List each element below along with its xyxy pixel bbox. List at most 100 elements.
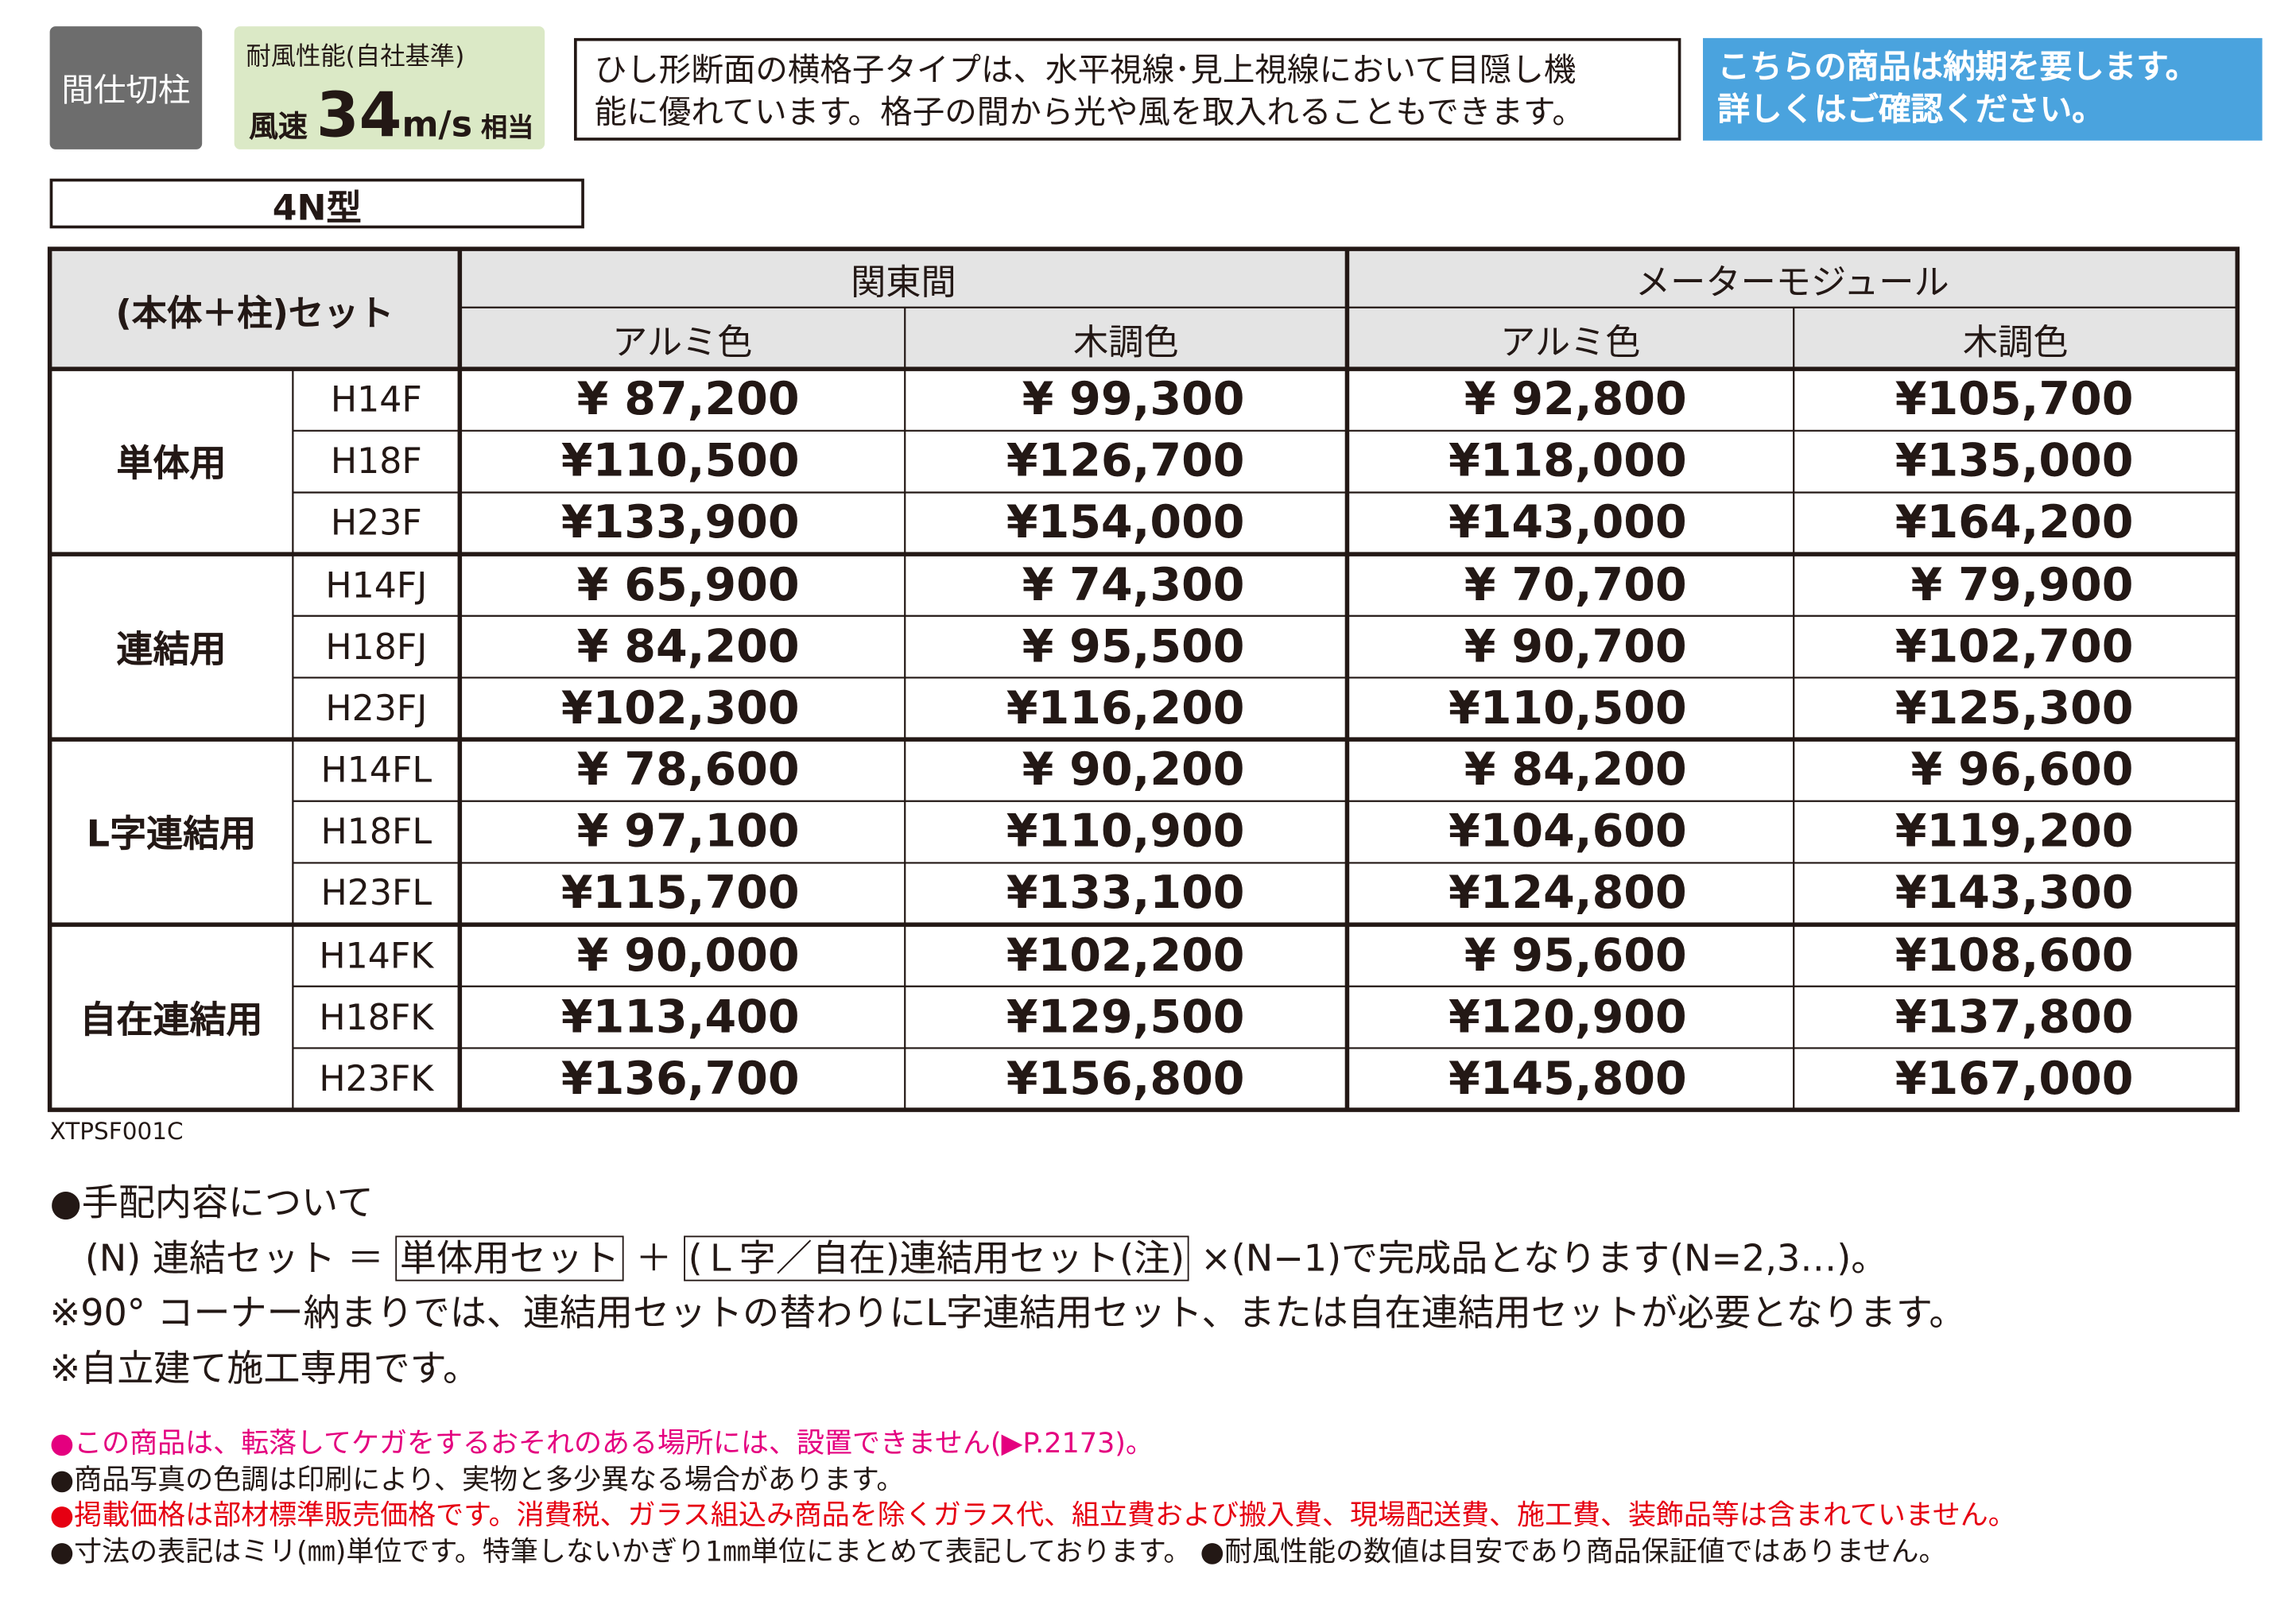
table-border: [47, 246, 2240, 1112]
price: ¥133,900: [560, 497, 800, 550]
notes: ●手配内容について (N) 連結セット ＝ 単体用セット ＋ (Ｌ字／自在)連結…: [50, 1176, 1966, 1395]
model: H18F: [330, 440, 422, 483]
price: ¥135,000: [1895, 435, 2134, 488]
price: ¥ 90,200: [1022, 743, 1245, 797]
price: ¥ 95,500: [1022, 620, 1245, 673]
wind-badge: 耐風性能(自社基準) 風速 34 m/s 相当: [234, 26, 545, 151]
footer: ●この商品は、転落してケガをするおそれのある場所には、設置できません(▶P.21…: [50, 1426, 2016, 1571]
category-badge: 間仕切柱: [49, 26, 203, 149]
code: XTPSF001C: [49, 1117, 184, 1146]
price: ¥116,200: [1006, 682, 1245, 735]
group-header: 関東間: [851, 261, 956, 303]
footer-line: ●寸法の表記はミリ(㎜)単位です。特筆しないかぎり1㎜単位にまとめて表記しており…: [49, 1536, 1947, 1568]
price: ¥143,300: [1895, 867, 2134, 921]
price: ¥113,400: [560, 991, 800, 1044]
formula-box: 単体用セット: [395, 1235, 624, 1281]
formula-part: ×(N−1)で完成品となります(N=2,3…)。: [1200, 1236, 1888, 1279]
price: ¥102,300: [560, 682, 800, 735]
notice: こちらの商品は納期を要します。 詳しくはご確認ください。: [1703, 37, 2263, 141]
section-name: 単体用: [116, 442, 227, 486]
price: ¥108,600: [1895, 929, 2134, 983]
price: ¥ 95,600: [1464, 929, 1687, 983]
model: H23FJ: [325, 688, 428, 730]
price: ¥143,000: [1448, 497, 1687, 550]
price: ¥ 87,200: [576, 373, 800, 427]
price: ¥156,800: [1006, 1053, 1245, 1106]
price: ¥ 96,600: [1910, 743, 2134, 797]
price: ¥115,700: [560, 867, 800, 921]
group-header: メーターモジュール: [1635, 261, 1949, 303]
price: ¥102,200: [1006, 929, 1245, 983]
price: ¥ 90,000: [576, 929, 800, 983]
model: H18FJ: [325, 626, 428, 668]
model: H18FL: [320, 811, 432, 853]
formula: (N) 連結セット ＝ 単体用セット ＋ (Ｌ字／自在)連結用セット(注) ×(…: [50, 1231, 1966, 1285]
notice-line: こちらの商品は納期を要します。: [1717, 49, 2198, 87]
price: ¥137,800: [1895, 991, 2134, 1044]
model: H23FK: [319, 1058, 434, 1100]
model: H14FJ: [325, 564, 428, 606]
table-lines: [47, 246, 2240, 1112]
formula-box: (Ｌ字／自在)連結用セット(注): [684, 1235, 1189, 1281]
description-line: ひし形断面の横格子タイプは、水平視線･見上視線において目隠し機: [594, 52, 1577, 90]
price: ¥126,700: [1006, 435, 1245, 488]
price: ¥164,200: [1895, 497, 2134, 550]
price: ¥ 97,100: [576, 805, 800, 859]
price: ¥136,700: [560, 1053, 800, 1106]
price: ¥119,200: [1895, 805, 2134, 859]
price: ¥133,100: [1006, 867, 1245, 921]
note-line: ※90° コーナー納まりでは、連結用セットの替わりにL字連結用セット、または自在…: [49, 1291, 1966, 1334]
model: H14FK: [319, 935, 434, 976]
model: H18FK: [319, 996, 434, 1038]
model-label: 4N型: [49, 178, 584, 229]
notice-line: 詳しくはご確認ください。: [1717, 92, 2104, 130]
description: ひし形断面の横格子タイプは、水平視線･見上視線において目隠し機 能に優れています…: [573, 37, 1681, 141]
wind-value: 34: [316, 79, 402, 151]
wind-speed: 風速 34 m/s 相当: [249, 79, 533, 150]
section-name: 自在連結用: [80, 998, 263, 1041]
color-header: 木調色: [1073, 321, 1179, 363]
price: ¥104,600: [1448, 805, 1687, 859]
price: ¥ 92,800: [1464, 373, 1687, 427]
price: ¥ 79,900: [1910, 558, 2134, 612]
model: H23FL: [320, 873, 432, 915]
model: H14FL: [320, 750, 432, 791]
price-table: (本体＋柱)セット 関東間 メーターモジュール アルミ色 木調色 アルミ色 木調色 単体用 H1…: [47, 246, 2240, 1112]
price: ¥154,000: [1006, 497, 1245, 550]
price: ¥120,900: [1448, 991, 1687, 1044]
price: ¥ 84,200: [576, 620, 800, 673]
price: ¥ 65,900: [576, 558, 800, 612]
price: ¥110,500: [1448, 682, 1687, 735]
wind-title: 耐風性能(自社基準): [246, 42, 465, 72]
formula-part: (N) 連結セット ＝: [84, 1236, 384, 1279]
footer-line: ●この商品は、転落してケガをするおそれのある場所には、設置できません(▶P.21…: [49, 1427, 1154, 1460]
price: ¥ 74,300: [1022, 558, 1245, 612]
wind-suffix: 相当: [481, 112, 534, 144]
formula-part: ＋: [635, 1236, 673, 1279]
color-header: 木調色: [1962, 321, 2069, 363]
note-line: ※自立建て施工専用です。: [49, 1346, 480, 1389]
price: ¥145,800: [1448, 1053, 1687, 1106]
price: ¥ 99,300: [1022, 373, 1245, 427]
price: ¥ 90,700: [1464, 620, 1687, 673]
price: ¥129,500: [1006, 991, 1245, 1044]
color-header: アルミ色: [612, 321, 753, 363]
description-line: 能に優れています。格子の間から光や風を取入れることもできます。: [594, 95, 1584, 132]
price: ¥ 70,700: [1464, 558, 1687, 612]
footer-line: ●商品写真の色調は印刷により、実物と多少異なる場合があります。: [49, 1464, 905, 1496]
corner-header: (本体＋柱)セット: [115, 292, 394, 334]
price: ¥105,700: [1895, 373, 2134, 427]
price: ¥110,900: [1006, 805, 1245, 859]
price: ¥ 78,600: [576, 743, 800, 797]
price: ¥110,500: [560, 435, 800, 488]
section-name: L字連結用: [86, 812, 257, 856]
header-bg: [49, 249, 2238, 370]
price: ¥ 84,200: [1464, 743, 1687, 797]
section-name: 連結用: [116, 627, 227, 671]
wind-prefix: 風速: [249, 108, 308, 144]
notes-heading: ●手配内容について: [49, 1181, 374, 1224]
price: ¥167,000: [1895, 1053, 2134, 1106]
